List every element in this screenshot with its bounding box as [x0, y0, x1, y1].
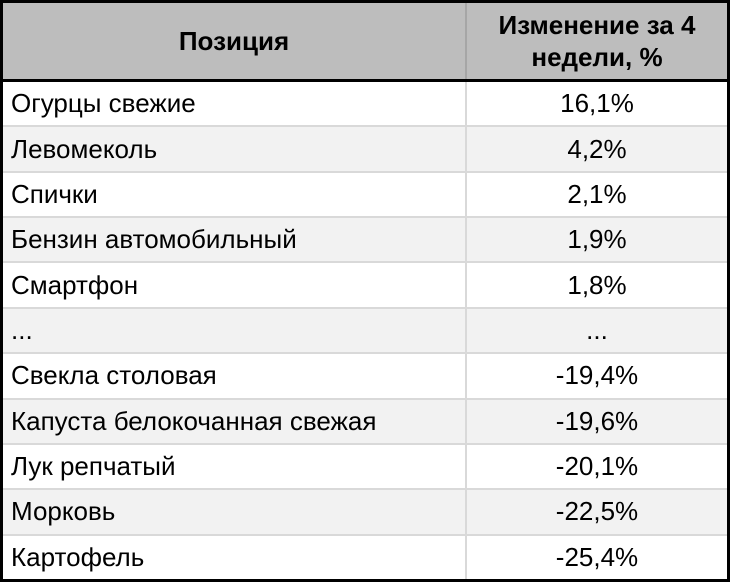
table-row: Левомеколь 4,2% — [3, 125, 727, 172]
position-cell: Лук репчатый — [3, 442, 466, 490]
change-cell: 4,2% — [465, 125, 727, 172]
column-header-position: Позиция — [3, 3, 466, 82]
table-row: ...... — [3, 306, 727, 354]
change-cell: -19,6% — [465, 397, 727, 444]
change-cell: -22,5% — [465, 488, 727, 535]
table-row: Свекла столовая -19,4% — [3, 352, 727, 399]
position-cell: ... — [3, 306, 466, 354]
column-header-position-label: Позиция — [178, 25, 290, 56]
change-cell: 1,8% — [465, 261, 727, 308]
table-header: Позиция Изменение за 4 недели, % — [3, 3, 727, 82]
position-cell: Спички — [3, 170, 466, 218]
table-row: Картофель -25,4% — [3, 533, 727, 579]
table-row: Морковь -22,5% — [3, 488, 727, 535]
change-cell: 2,1% — [465, 170, 727, 218]
change-cell: ... — [465, 306, 727, 354]
change-cell: 1,9% — [465, 216, 727, 263]
table-row: Спички 2,1% — [3, 170, 727, 218]
table-row: Лук репчатый -20,1% — [3, 442, 727, 490]
change-cell: -19,4% — [465, 352, 727, 399]
table-row: Капуста белокочанная свежая -19,6% — [3, 397, 727, 444]
position-cell: Морковь — [3, 488, 466, 535]
position-cell: Свекла столовая — [3, 352, 466, 399]
position-cell: Смартфон — [3, 261, 466, 308]
price-change-table: Позиция Изменение за 4 недели, % Огурцы … — [3, 3, 727, 579]
position-cell: Бензин автомобильный — [3, 216, 466, 263]
change-cell: -25,4% — [465, 533, 727, 579]
table-row: Смартфон 1,8% — [3, 261, 727, 308]
position-cell: Картофель — [3, 533, 466, 579]
header-row: Позиция Изменение за 4 недели, % — [3, 3, 727, 82]
position-cell: Огурцы свежие — [3, 80, 466, 127]
column-header-change: Изменение за 4 недели, % — [465, 3, 727, 82]
table-body: Огурцы свежие 16,1% Левомеколь 4,2% Спички 2,… — [3, 80, 727, 579]
table-row: Бензин автомобильный 1,9% — [3, 216, 727, 263]
change-cell: 16,1% — [465, 80, 727, 127]
table-row: Огурцы свежие 16,1% — [3, 80, 727, 127]
position-cell: Капуста белокочанная свежая — [3, 397, 466, 444]
column-header-change-label: Изменение за 4 недели, % — [498, 9, 696, 73]
change-cell: -20,1% — [465, 442, 727, 490]
position-cell: Левомеколь — [3, 125, 466, 172]
